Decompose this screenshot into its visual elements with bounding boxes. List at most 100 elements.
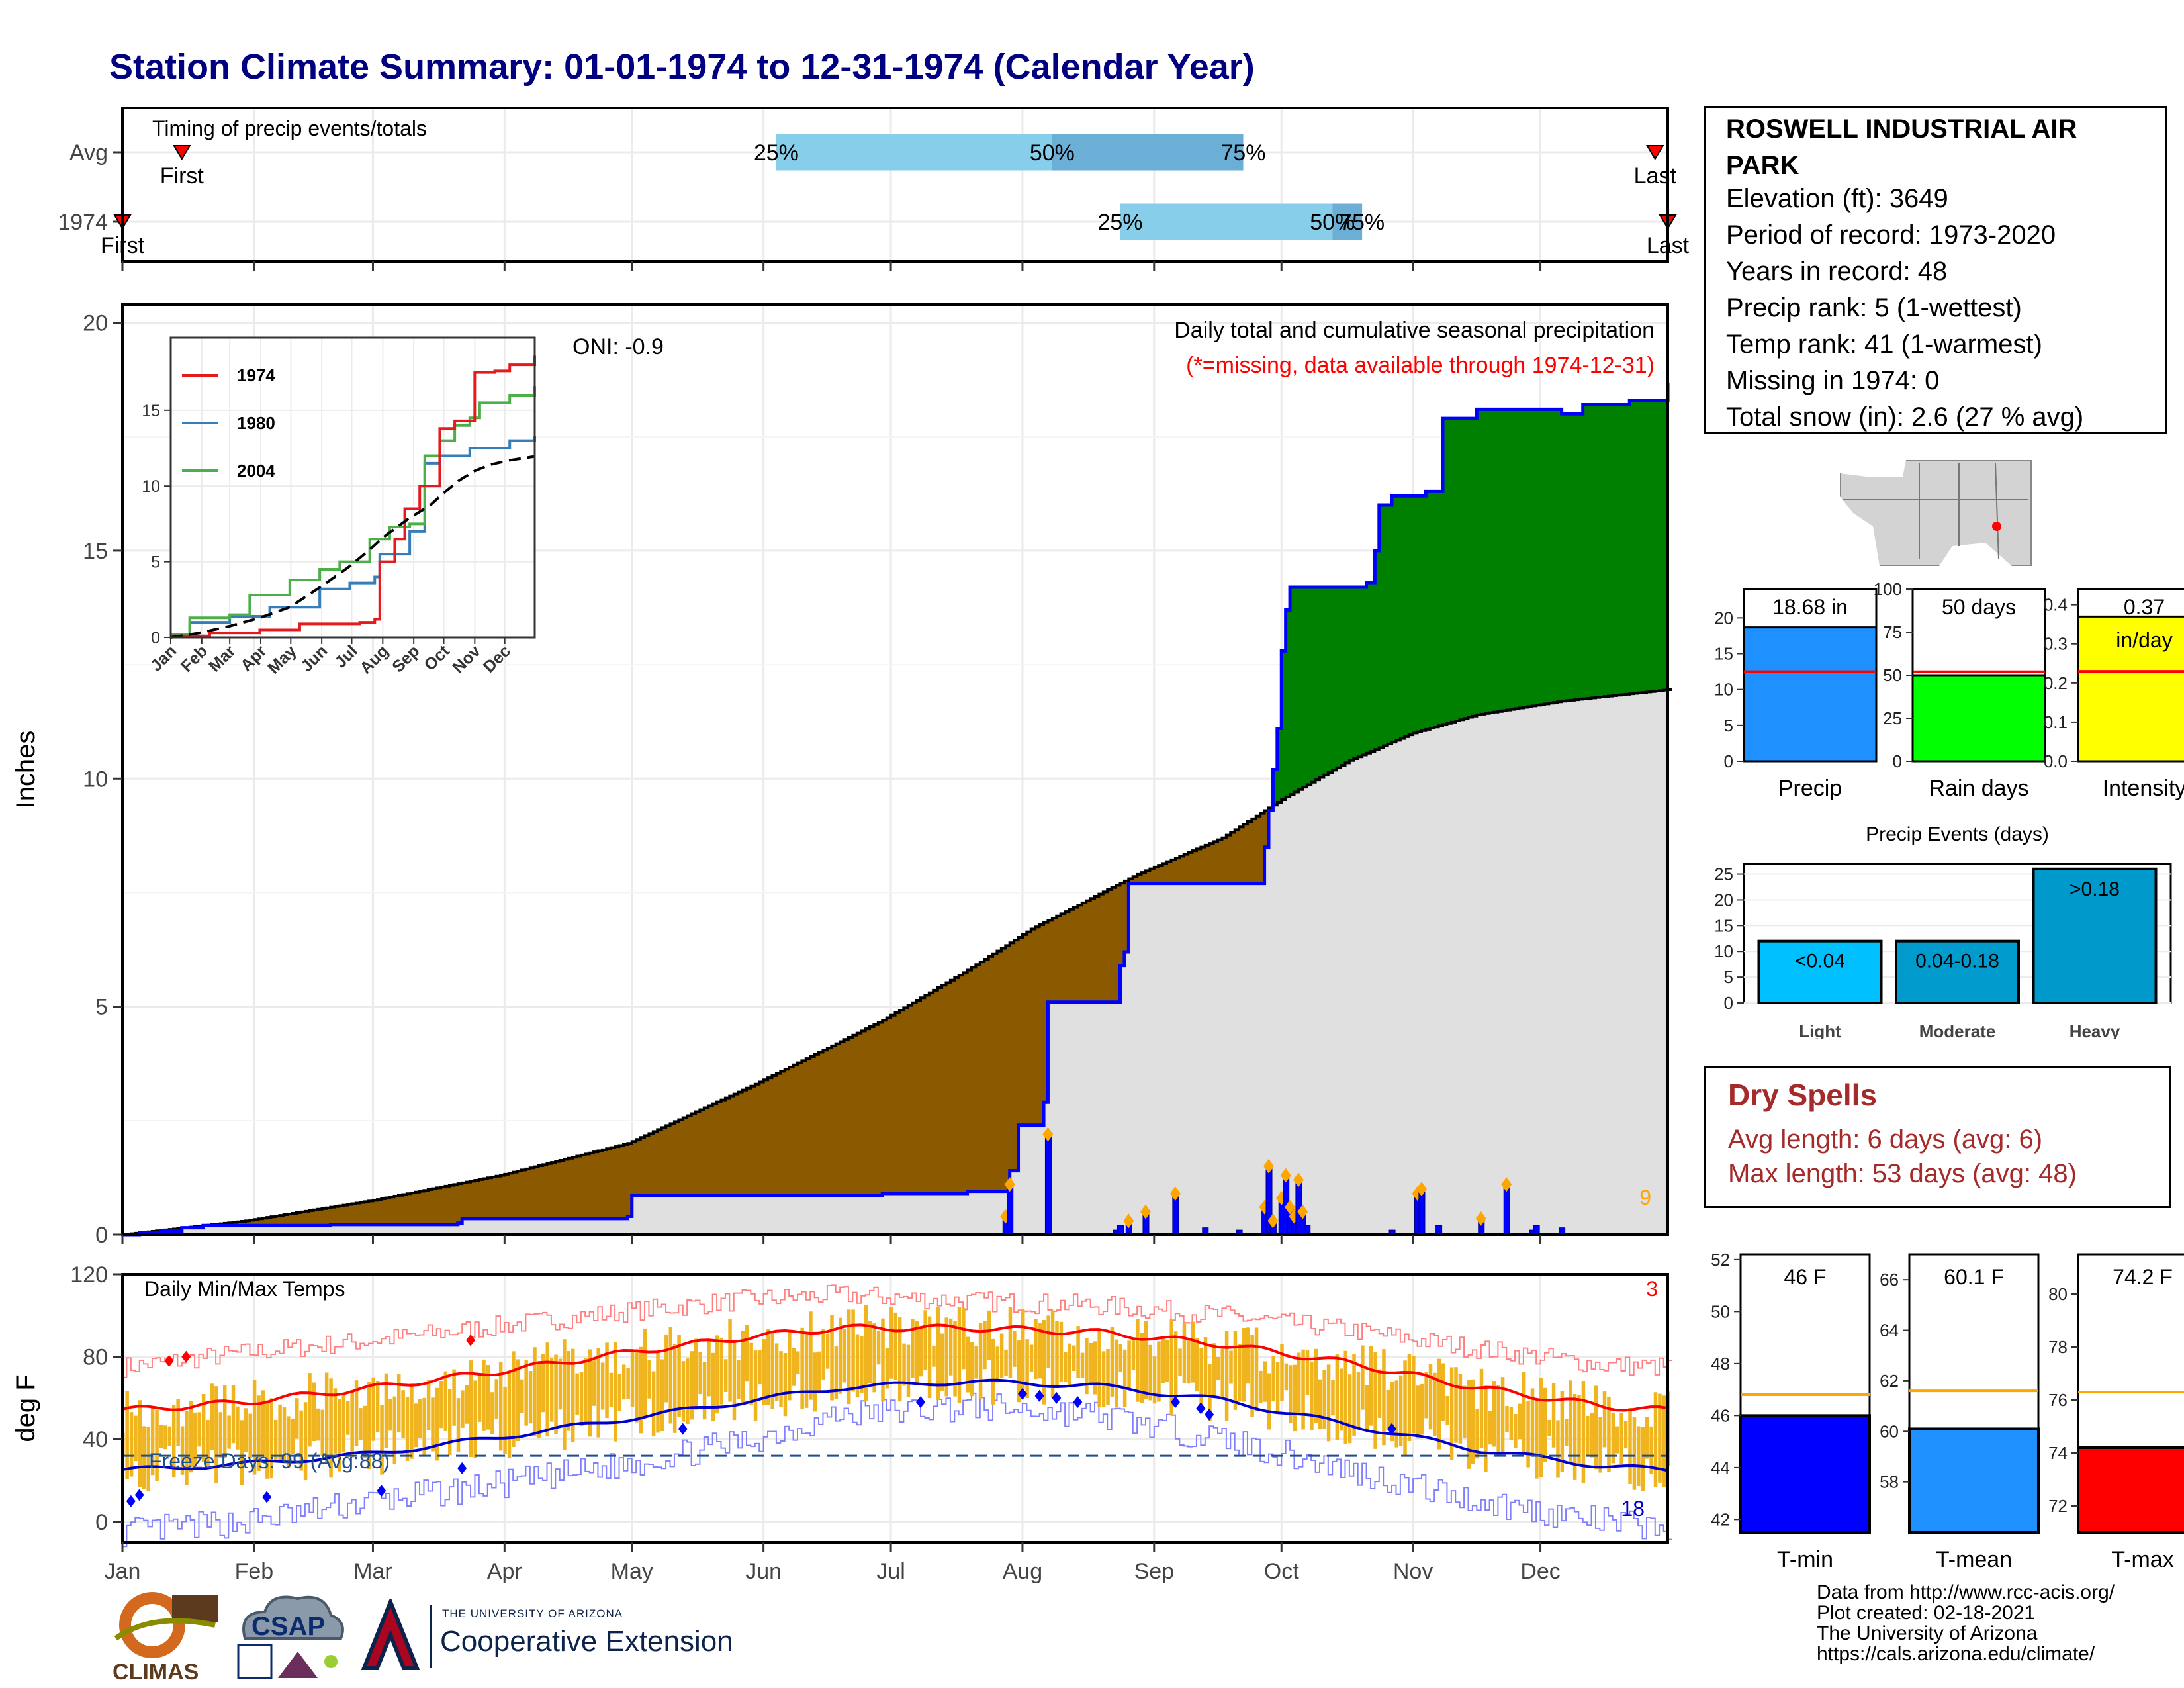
wet-anomaly-fill (1353, 587, 1359, 759)
station-missing: Missing in 1974: 0 (1726, 366, 1940, 395)
daily-temp-bar (1259, 1370, 1263, 1403)
wet-anomaly-fill (1273, 769, 1278, 806)
dry-anomaly-fill (428, 1189, 433, 1225)
daily-temp-bar (1064, 1352, 1068, 1383)
daily-temp-bar (410, 1383, 414, 1459)
daily-temp-bar (1254, 1327, 1259, 1412)
dry-anomaly-fill (640, 1137, 645, 1196)
record-low-marker (915, 1396, 925, 1409)
temp-bar-value (2077, 1446, 2184, 1534)
daily-temp-bar (906, 1344, 911, 1397)
dry-anomaly-fill (1120, 883, 1125, 966)
dry-anomaly-fill (763, 1080, 768, 1196)
station-name-line2: PARK (1726, 151, 1799, 180)
record-low-marker (134, 1489, 144, 1501)
daily-temp-bar (189, 1401, 193, 1473)
temp-bar-value (1739, 1414, 1871, 1534)
heavy-day-marker (1285, 1199, 1296, 1215)
wet-anomaly-fill (1629, 400, 1635, 694)
wet-anomaly-fill (1349, 587, 1354, 761)
dry-anomaly-fill (805, 1058, 811, 1196)
daily-temp-bar (702, 1362, 707, 1420)
dry-anomaly-fill (691, 1113, 696, 1196)
dry-anomaly-fill (725, 1098, 730, 1196)
daily-temp-bar (1310, 1361, 1314, 1430)
record-low-marker (1205, 1408, 1214, 1421)
wet-anomaly-fill (1480, 409, 1486, 714)
dry-anomaly-fill (852, 1035, 858, 1196)
daily-temp-bar (1046, 1315, 1050, 1368)
daily-temp-bar (244, 1408, 248, 1453)
daily-temp-bar (745, 1325, 749, 1382)
daily-temp-bar (477, 1375, 482, 1422)
daily-temp-bar (401, 1390, 405, 1438)
record-low-marker (678, 1423, 688, 1435)
daily-temp-bar (375, 1381, 380, 1432)
wet-anomaly-fill (1591, 404, 1596, 698)
cumulative-1974-line (122, 383, 1670, 1237)
wet-anomaly-fill (1404, 496, 1410, 737)
record-low-marker (262, 1491, 272, 1503)
timing-row-label: Avg (69, 140, 108, 165)
wet-anomaly-fill (1515, 409, 1520, 709)
precip-panel: ONI: -0.9 Daily total and cumulative seas… (11, 303, 1672, 1248)
average-cumulative-area (122, 689, 1668, 1235)
daily-temp-bar (1216, 1356, 1220, 1380)
daily-temp-bar (1539, 1378, 1543, 1477)
dry-anomaly-fill (250, 1220, 255, 1226)
daily-temp-bar (541, 1354, 545, 1413)
stat-bar-ytick-label: 15 (1714, 644, 1733, 664)
daily-temp-bar (308, 1373, 312, 1447)
wet-anomaly-fill (1468, 418, 1473, 718)
dry-anomaly-fill (334, 1206, 340, 1225)
dry-anomaly-fill (441, 1187, 446, 1225)
daily-temp-bar (1632, 1417, 1637, 1490)
stat-bar-category-label: Precip (1778, 776, 1842, 801)
temp-bar-ytick-label: 62 (1880, 1371, 1899, 1391)
dry-anomaly-fill (925, 995, 930, 1194)
wet-anomaly-fill (1570, 414, 1575, 700)
temp-bar-ytick-label: 58 (1880, 1472, 1899, 1492)
station-years: Years in record: 48 (1726, 257, 1948, 286)
dry-anomaly-fill (304, 1211, 310, 1226)
dry-anomaly-fill (1014, 940, 1019, 1171)
dry-anomaly-fill (487, 1178, 492, 1219)
record-low-marker (1073, 1396, 1083, 1409)
daily-temp-bar (1547, 1419, 1551, 1437)
daily-temp-bar (588, 1349, 592, 1437)
dry-anomaly-fill (1111, 887, 1116, 1002)
wet-anomaly-fill (1366, 583, 1371, 753)
temperature-bars: 46 F 42 44 46 48 50 52 T-min 60.1 F 58 60 62 64 66 T-m… (1711, 1250, 2184, 1572)
daily-temp-bar (1475, 1409, 1479, 1459)
dry-anomaly-fill (559, 1160, 565, 1219)
wet-anomaly-fill (1341, 587, 1346, 766)
stat-bar-ytick-label: 0 (1893, 751, 1902, 771)
stat-bar-ytick-label: 25 (1883, 708, 1902, 728)
dry-anomaly-fill (369, 1201, 374, 1225)
credit-line1: Data from http://www.rcc-acis.org/ (1817, 1581, 2115, 1603)
record-high-count: 3 (1646, 1277, 1658, 1301)
dry-anomaly-fill (457, 1184, 463, 1223)
daily-temp-bar (1581, 1381, 1586, 1483)
station-info-box: ROSWELL INDUSTRIAL AIR PARK Elevation (f… (1704, 106, 2167, 434)
daily-temp-bar (1169, 1319, 1173, 1415)
precip-events-category: Light (1799, 1021, 1841, 1039)
precip-ytick-label: 0 (95, 1223, 108, 1248)
daily-temp-bar (1514, 1413, 1518, 1448)
dry-anomaly-fill (717, 1102, 722, 1196)
inset-legend-label: 1974 (237, 365, 275, 385)
daily-temp-bar (435, 1387, 439, 1461)
heavy-day-marker (1267, 1213, 1279, 1229)
wet-anomaly-fill (1527, 409, 1533, 707)
daily-temp-bar (1021, 1309, 1025, 1390)
dry-anomaly-fill (534, 1166, 539, 1219)
stat-bar-value-label: 0.37 (2124, 595, 2165, 619)
timing-bar-q2 (1332, 203, 1363, 240)
daily-temp-bar (1246, 1327, 1250, 1384)
dry-anomaly-fill (958, 975, 964, 1194)
daily-temp-bar (1577, 1395, 1581, 1466)
wet-anomaly-fill (1557, 409, 1563, 702)
month-label: Apr (487, 1559, 522, 1584)
dry-anomaly-fill (237, 1221, 242, 1226)
